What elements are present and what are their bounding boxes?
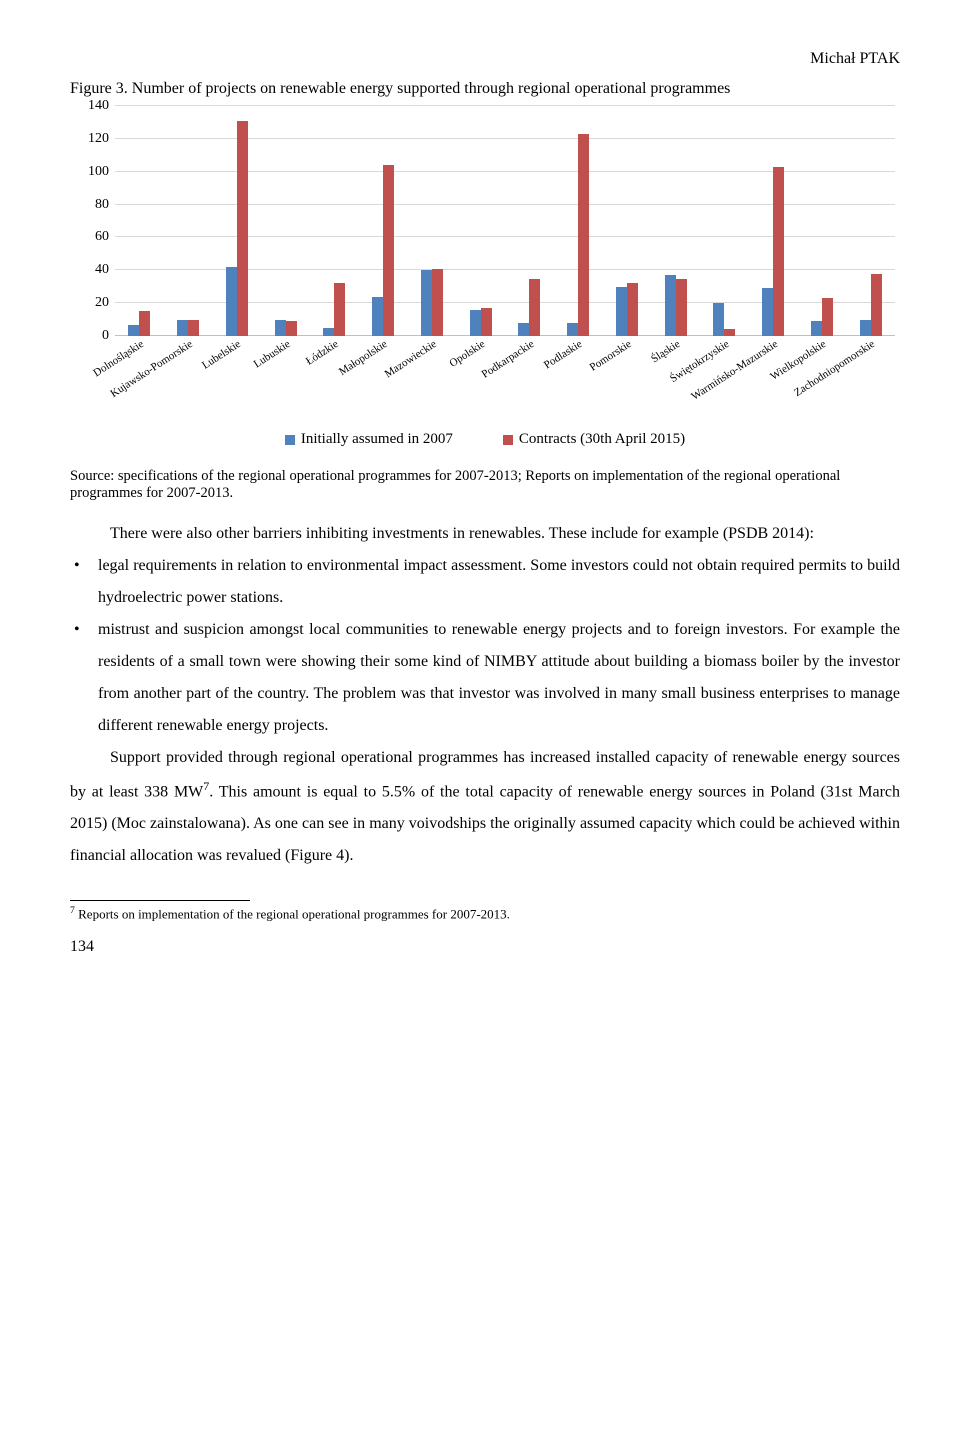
paragraph-2: Support provided through regional operat… [70, 742, 900, 872]
figure-caption: Figure 3. Number of projects on renewabl… [70, 80, 900, 98]
bar-group [261, 320, 310, 336]
bar-series-a [421, 270, 432, 336]
bar-chart: 020406080100120140 DolnośląskieKujawsko-… [75, 106, 895, 448]
bar-series-a [762, 288, 773, 336]
bullet-2: mistrust and suspicion amongst local com… [70, 614, 900, 742]
bar-series-b [188, 320, 199, 336]
bar-series-a [275, 320, 286, 336]
bar-series-b [822, 298, 833, 336]
y-tick: 20 [95, 295, 109, 311]
bar-series-a [713, 303, 724, 336]
bar-series-b [871, 274, 882, 336]
y-tick: 60 [95, 229, 109, 245]
y-tick: 100 [88, 164, 109, 180]
bar-group [213, 121, 262, 336]
bar-series-b [432, 269, 443, 336]
author-header: Michał PTAK [70, 50, 900, 68]
bar-series-b [481, 308, 492, 336]
x-label: Lubelskie [213, 338, 262, 398]
paragraph-1: There were also other barriers inhibitin… [70, 518, 900, 550]
chart-legend: Initially assumed in 2007 Contracts (30t… [75, 431, 895, 448]
y-tick: 120 [88, 131, 109, 147]
bar-series-a [226, 267, 237, 336]
bar-group [554, 134, 603, 336]
legend-label-a: Initially assumed in 2007 [301, 431, 453, 448]
bar-series-a [811, 321, 822, 336]
bar-group [505, 279, 554, 337]
bar-series-b [578, 134, 589, 336]
bar-group [749, 167, 798, 336]
x-label: Pomorskie [603, 338, 652, 398]
bar-group [359, 165, 408, 336]
legend-item-b: Contracts (30th April 2015) [503, 431, 685, 448]
source-text: Source: specifications of the regional o… [70, 468, 900, 502]
bar-series-b [237, 121, 248, 336]
legend-label-b: Contracts (30th April 2015) [519, 431, 685, 448]
bar-group [164, 320, 213, 336]
bar-series-b [286, 321, 297, 336]
legend-swatch-b [503, 435, 513, 445]
x-label: Mazowieckie [408, 338, 457, 398]
bar-series-b [383, 165, 394, 336]
bar-series-b [627, 283, 638, 336]
y-tick: 80 [95, 197, 109, 213]
bar-series-a [372, 297, 383, 336]
bar-group [115, 311, 164, 336]
bar-series-a [860, 320, 871, 336]
footnote: 7 Reports on implementation of the regio… [70, 905, 900, 923]
bar-group [408, 269, 457, 336]
y-axis: 020406080100120140 [75, 106, 115, 336]
bar-series-a [128, 325, 139, 337]
page-number: 134 [70, 938, 900, 956]
x-axis-labels: DolnośląskieKujawsko-PomorskieLubelskieL… [115, 338, 895, 398]
bar-series-a [323, 328, 334, 336]
bar-group [651, 275, 700, 336]
body-text: There were also other barriers inhibitin… [70, 518, 900, 872]
bar-series-a [518, 323, 529, 336]
bar-series-a [470, 310, 481, 336]
y-tick: 140 [88, 98, 109, 114]
bar-series-b [334, 283, 345, 336]
bar-group [798, 298, 847, 336]
bar-series-a [616, 287, 627, 336]
legend-item-a: Initially assumed in 2007 [285, 431, 453, 448]
bar-series-a [665, 275, 676, 336]
bar-series-b [773, 167, 784, 336]
bar-group [700, 303, 749, 336]
footnote-rule [70, 900, 250, 901]
bullet-1: legal requirements in relation to enviro… [70, 550, 900, 614]
x-label: Zachodniopomorskie [846, 338, 895, 398]
bar-group [603, 283, 652, 336]
y-tick: 0 [102, 328, 109, 344]
bar-series-b [676, 279, 687, 337]
legend-swatch-a [285, 435, 295, 445]
bar-series-a [567, 323, 578, 336]
bar-group [310, 283, 359, 336]
bar-group [456, 308, 505, 336]
bar-series-a [177, 320, 188, 336]
chart-plot-area: DolnośląskieKujawsko-PomorskieLubelskieL… [115, 106, 895, 386]
bar-series-b [529, 279, 540, 337]
bar-group [846, 274, 895, 336]
x-label: Lubuskie [261, 338, 310, 398]
bar-series-b [139, 311, 150, 336]
chart-bars [115, 106, 895, 336]
y-tick: 40 [95, 262, 109, 278]
bar-series-b [724, 329, 735, 336]
